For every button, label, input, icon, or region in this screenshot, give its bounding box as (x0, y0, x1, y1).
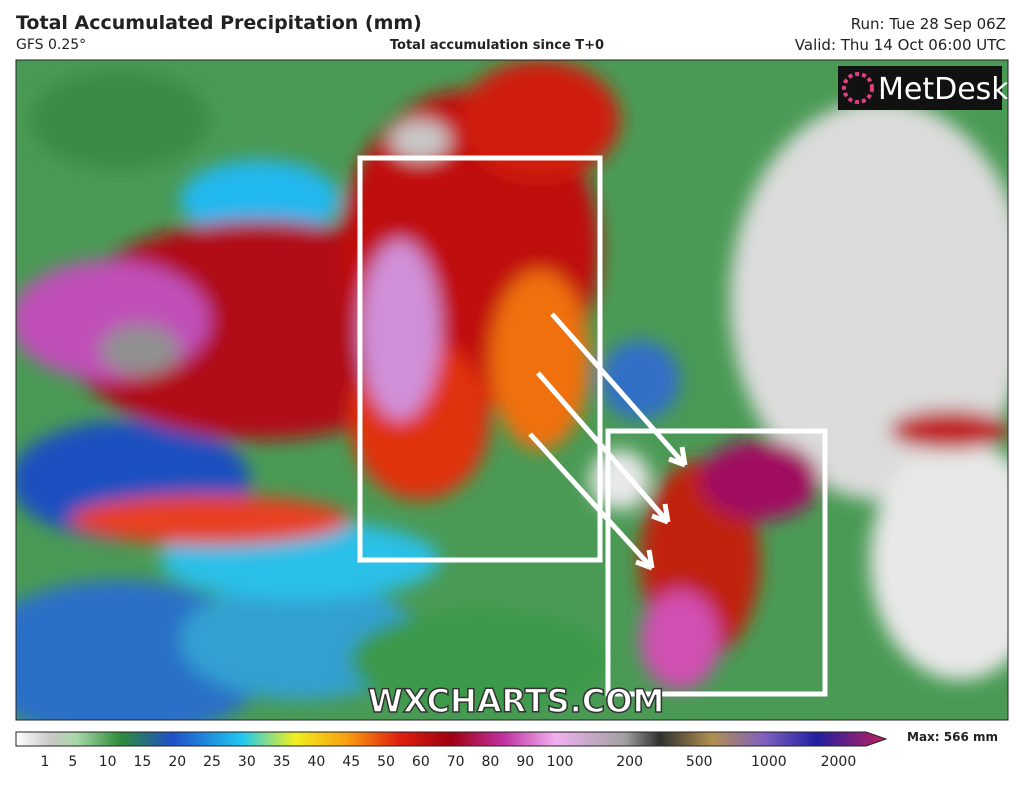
colorbar-ticks: 1 5 10 15 20 25 30 35 40 45 50 60 70 80 90 100 200 500 100… (41, 754, 857, 770)
colorbar-tick-label: 100 (547, 754, 574, 770)
colorbar-tick-label: 10 (99, 754, 117, 770)
colorbar-tick-label: 60 (412, 754, 430, 770)
map: MetDesk WXCHARTS.COM (16, 60, 1009, 720)
watermark: WXCHARTS.COM (368, 682, 665, 720)
logo: MetDesk (878, 72, 1009, 107)
colorbar-tick-label: 20 (168, 754, 186, 770)
colorbar-tick-label: 35 (273, 754, 291, 770)
run: Run: Tue 28 Sep 06Z (851, 15, 1006, 33)
model: GFS 0.25° (16, 37, 86, 53)
colorbar-tick-label: 80 (482, 754, 500, 770)
colorbar-tick-label: 25 (203, 754, 221, 770)
colorbar-tick-label: 500 (686, 754, 713, 770)
title: Total Accumulated Precipitation (mm) (16, 12, 422, 34)
colorbar-tick-label: 1000 (751, 754, 787, 770)
colorbar-tick-label: 90 (516, 754, 534, 770)
colorbar-tick-label: 2000 (821, 754, 857, 770)
colorbar-tick-label: 70 (447, 754, 465, 770)
colorbar-tick-label: 40 (308, 754, 326, 770)
colorbar-tick-label: 200 (616, 754, 643, 770)
colorbar-tick-label: 45 (342, 754, 360, 770)
colorbar-tick-label: 1 (41, 754, 50, 770)
colorbar-tick-label: 50 (377, 754, 395, 770)
colorbar (15, 731, 888, 747)
valid: Valid: Thu 14 Oct 06:00 UTC (795, 36, 1006, 54)
colorbar-tick-label: 5 (68, 754, 77, 770)
colorbar-max: Max: 566 mm (907, 730, 998, 744)
colorbar-tick-label: 30 (238, 754, 256, 770)
colorbar-tick-label: 15 (134, 754, 152, 770)
subtitle: Total accumulation since T+0 (390, 38, 604, 53)
